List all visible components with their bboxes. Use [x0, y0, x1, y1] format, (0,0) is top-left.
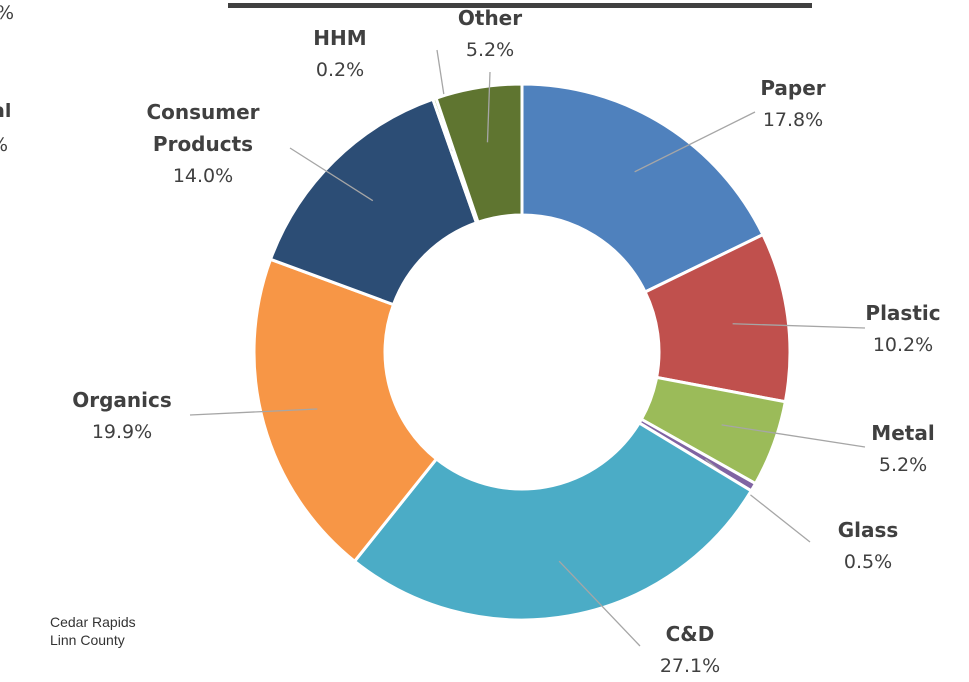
slice-label-name: Glass: [837, 518, 899, 542]
footer-line: Linn County: [50, 632, 125, 648]
slice-label-name: Other: [457, 6, 523, 30]
slice-label-value: 10.2%: [872, 334, 934, 356]
slice-label-value: 5.2%: [465, 39, 515, 61]
slice-label-value: 0.5%: [843, 551, 893, 573]
donut-slice: [434, 82, 524, 225]
leader-line: [289, 147, 374, 202]
title-underline: [228, 3, 812, 8]
slice-label-value: 5.2%: [878, 454, 928, 476]
slice-label-value: 14.0%: [172, 165, 234, 187]
slice-label-name: Paper: [760, 76, 826, 100]
donut-slice: [352, 420, 754, 622]
slice-label-name: Metal: [871, 421, 935, 445]
slice-label-value: 0.2%: [315, 59, 365, 81]
slice-label-name: Organics: [72, 388, 172, 412]
clipped-text: al: [0, 100, 12, 122]
clipped-text: %: [0, 134, 8, 156]
leader-line: [732, 323, 866, 329]
leader-line: [189, 408, 318, 416]
footer-line: Cedar Rapids: [50, 614, 136, 630]
slice-label-value: 27.1%: [659, 655, 721, 677]
donut-slice: [252, 257, 439, 564]
leader-line: [634, 111, 756, 173]
leader-line: [558, 560, 641, 647]
donut-slice: [520, 82, 765, 294]
donut-slice: [268, 97, 479, 307]
slice-label-name: Consumer Products: [146, 100, 260, 156]
slice-label-name: HHM: [313, 26, 367, 50]
clipped-text: %: [0, 2, 14, 24]
slice-label-name: Plastic: [865, 301, 941, 325]
leader-line: [486, 71, 491, 143]
slice-label-value: 19.9%: [91, 421, 153, 443]
slice-label-value: 17.8%: [762, 109, 824, 131]
leader-line: [721, 424, 866, 448]
slice-label-name: C&D: [665, 622, 715, 646]
